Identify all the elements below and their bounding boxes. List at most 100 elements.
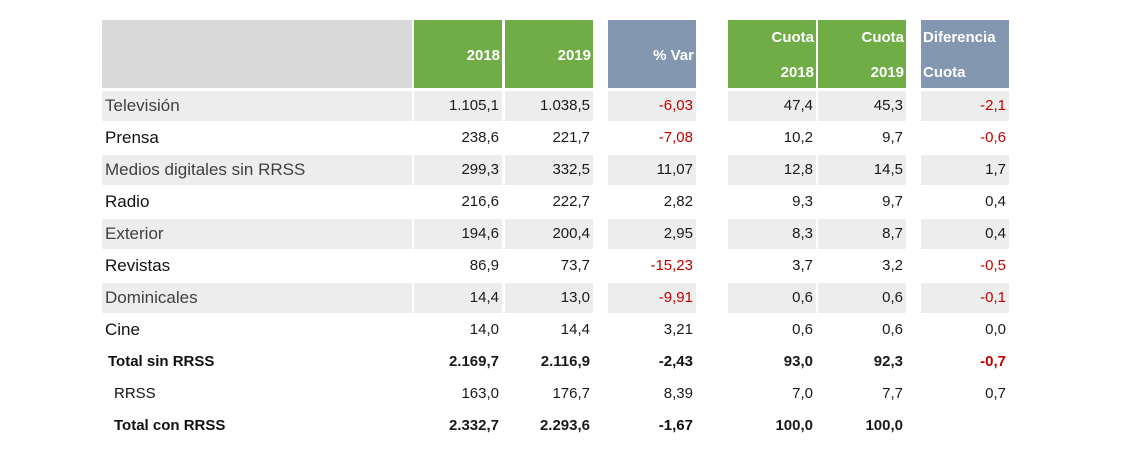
cell-var: 8,39: [663, 385, 693, 402]
cell-c2019: 0,6: [882, 289, 903, 306]
row-label: Dominicales: [105, 288, 198, 307]
cell-v2018: 86,9: [469, 257, 499, 274]
cell-v2018: 216,6: [461, 193, 499, 210]
cell-c2018: 9,3: [792, 193, 813, 210]
header-diferencia-line2: Cuota: [923, 64, 966, 81]
cell-v2019: 13,0: [560, 289, 590, 306]
header-var-text: % Var: [653, 47, 694, 64]
row-stripe: [414, 155, 502, 185]
cell-c2019: 9,7: [882, 193, 903, 210]
cell-c2018: 47,4: [783, 97, 813, 114]
header-label-cell: [102, 20, 412, 88]
row-stripe: [414, 91, 502, 121]
header-2019-text: 2019: [557, 47, 591, 64]
row-stripe: [921, 91, 1009, 121]
cell-v2018: 238,6: [461, 129, 499, 146]
cell-var: -9,91: [658, 289, 693, 306]
cell-diff: 0,4: [985, 193, 1006, 210]
row-stripe: [102, 219, 412, 249]
cell-var: 11,07: [656, 161, 693, 178]
row-label: Revistas: [105, 256, 171, 275]
cell-v2019: 221,7: [552, 129, 590, 146]
cell-c2018: 7,0: [792, 385, 813, 402]
cell-v2019: 222,7: [552, 193, 590, 210]
row-stripe: [728, 283, 816, 313]
header-cuota-2019-line1: Cuota: [861, 29, 905, 46]
cell-c2018: 8,3: [792, 225, 813, 242]
cell-c2018: 12,8: [783, 161, 813, 178]
cell-diff: -2,1: [980, 97, 1006, 114]
cell-diff: 0,0: [985, 321, 1006, 338]
cell-c2019: 100,0: [865, 417, 903, 434]
cell-c2019: 92,3: [873, 353, 903, 370]
cell-v2018: 1.105,1: [448, 97, 499, 114]
cell-var: -7,08: [658, 129, 693, 146]
row-stripe: [505, 91, 593, 121]
cell-c2019: 45,3: [873, 97, 903, 114]
cell-c2019: 7,7: [882, 385, 903, 402]
row-label: Exterior: [105, 224, 164, 243]
cell-var: -2,43: [658, 353, 693, 370]
cell-c2018: 93,0: [783, 353, 813, 370]
cell-diff: 0,7: [985, 385, 1006, 402]
cell-v2019: 2.116,9: [540, 353, 590, 370]
cell-v2018: 299,3: [461, 161, 499, 178]
cell-v2019: 332,5: [552, 161, 590, 178]
cell-diff: -0,5: [980, 257, 1006, 274]
row-label: Total con RRSS: [114, 417, 226, 434]
cell-c2019: 8,7: [882, 225, 903, 242]
cell-var: 2,95: [663, 225, 693, 242]
cell-diff: 0,4: [985, 225, 1006, 242]
row-stripe: [102, 283, 412, 313]
cell-diff: 1,7: [985, 161, 1006, 178]
row-stripe: [608, 155, 696, 185]
cell-var: -1,67: [658, 417, 693, 434]
row-stripe: [818, 219, 906, 249]
cell-var: 2,82: [663, 193, 693, 210]
row-stripe: [608, 283, 696, 313]
cell-c2019: 0,6: [882, 321, 903, 338]
cell-diff: -0,7: [980, 353, 1006, 370]
cell-c2018: 0,6: [792, 289, 813, 306]
cell-var: 3,21: [663, 321, 693, 338]
header-diferencia-line1: Diferencia: [923, 29, 996, 46]
row-stripe: [102, 91, 412, 121]
row-stripe: [414, 283, 502, 313]
row-stripe: [818, 155, 906, 185]
row-stripe: [818, 283, 906, 313]
header-2019: 2019: [505, 20, 593, 88]
cell-v2019: 14,4: [560, 321, 590, 338]
row-label: Total sin RRSS: [108, 353, 215, 370]
cell-var: -15,23: [650, 257, 693, 274]
cell-diff: -0,1: [980, 289, 1006, 306]
row-stripe: [505, 283, 593, 313]
cell-diff: -0,6: [980, 129, 1006, 146]
cell-v2019: 2.293,6: [539, 417, 590, 434]
cell-v2018: 14,0: [469, 321, 499, 338]
header-cuota-2019-line2: 2019: [870, 64, 904, 81]
header-cuota-2018: Cuota 2018: [728, 20, 816, 88]
row-label: Radio: [105, 192, 150, 211]
cell-v2018: 194,6: [461, 225, 499, 242]
header-cuota-2019: Cuota 2019: [818, 20, 906, 88]
row-stripe: [102, 155, 412, 185]
header-cuota-2018-line2: 2018: [780, 64, 814, 81]
cell-c2018: 10,2: [783, 129, 813, 146]
cell-v2019: 176,7: [552, 385, 590, 402]
cell-v2018: 14,4: [469, 289, 499, 306]
row-stripe: [505, 219, 593, 249]
row-stripe: [921, 155, 1009, 185]
row-stripe: [505, 155, 593, 185]
cell-c2019: 3,2: [882, 257, 903, 274]
row-label: Prensa: [105, 128, 159, 147]
cell-v2019: 1.038,5: [539, 97, 590, 114]
cell-v2018: 2.332,7: [448, 417, 499, 434]
cell-v2019: 73,7: [560, 257, 590, 274]
row-stripe: [608, 91, 696, 121]
row-stripe: [414, 219, 502, 249]
row-stripe: [921, 219, 1009, 249]
row-stripe: [728, 91, 816, 121]
header-cuota-2018-line1: Cuota: [771, 29, 815, 46]
row-stripe: [728, 219, 816, 249]
